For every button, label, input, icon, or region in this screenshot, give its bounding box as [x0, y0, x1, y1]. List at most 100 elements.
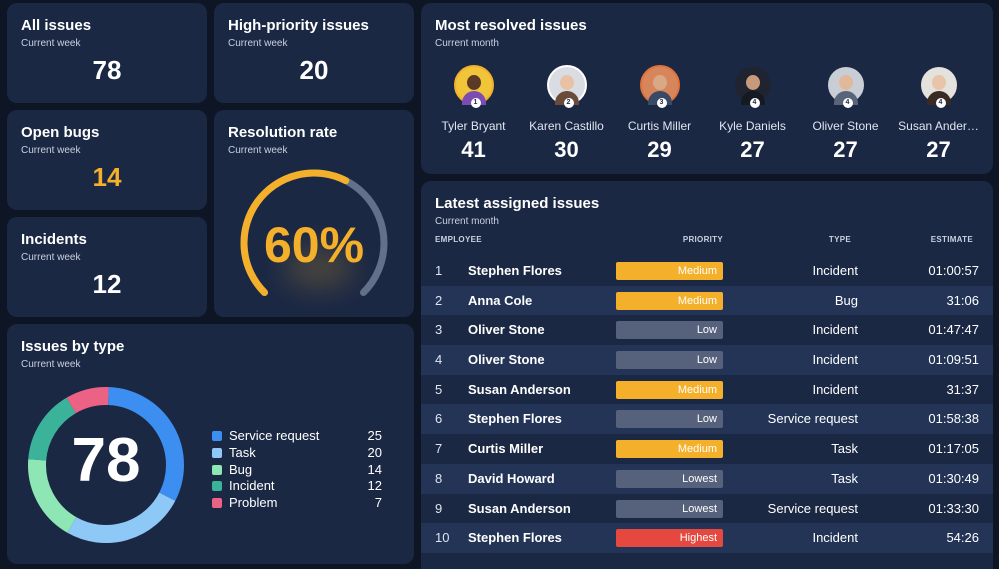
donut-slice-service-request[interactable] [107, 387, 184, 501]
legend-swatch [212, 498, 222, 509]
legend-count: 20 [367, 444, 382, 460]
resolver-name: Oliver Stone [812, 119, 879, 133]
issue-type: Incident [812, 381, 858, 397]
estimate-time: 01:58:38 [928, 411, 979, 427]
priority-badge: Highest [616, 529, 723, 548]
card-subtitle: Current month [435, 216, 499, 227]
column-header-employee[interactable]: EMPLOYEE [435, 235, 482, 244]
estimate-time: 54:26 [946, 530, 979, 546]
resolver-count: 27 [833, 137, 858, 162]
card-subtitle: Current week [228, 38, 288, 49]
avatar: 4 [918, 65, 959, 108]
card-subtitle: Current week [21, 252, 81, 263]
issue-type: Incident [812, 263, 858, 278]
legend-item: Incident 12 [212, 478, 382, 495]
kpi-value: 12 [92, 269, 122, 299]
issue-type: Service request [767, 411, 858, 427]
open-bugs-card: Open bugs Current week 14 [7, 110, 207, 210]
avatar-face [652, 75, 667, 90]
legend-label: Incident [229, 478, 275, 494]
card-subtitle: Current month [435, 38, 499, 49]
donut-slice-problem[interactable] [66, 387, 109, 414]
avatar: 4 [732, 65, 773, 108]
employee-name: Stephen Flores [468, 263, 562, 278]
resolver-count: 27 [926, 137, 951, 162]
priority-badge: Medium [616, 291, 723, 310]
resolver-karen-castillo[interactable]: 2 Karen Castillo 30 [520, 65, 613, 163]
column-header-estimate[interactable]: ESTIMATE [930, 235, 973, 244]
avatar: 4 [825, 65, 866, 108]
priority-badge: Lowest [616, 469, 723, 488]
employee-name: Curtis Miller [468, 441, 544, 457]
estimate-time: 01:47:47 [928, 322, 979, 338]
high-priority-card: High-priority issues Current week 20 [214, 3, 414, 103]
resolver-name: Curtis Miller [627, 119, 692, 133]
legend-label: Task [229, 444, 256, 460]
employee-name: Susan Anderson [468, 500, 571, 516]
legend-swatch [212, 481, 222, 492]
card-subtitle: Current week [21, 38, 81, 49]
issue-type: Task [831, 441, 858, 457]
employee-name: Stephen Flores [468, 411, 562, 427]
estimate-time: 01:00:57 [928, 263, 979, 278]
kpi-value: 14 [92, 162, 122, 192]
resolver-count: 27 [740, 137, 765, 162]
priority-badge: Lowest [616, 499, 723, 518]
resolver-oliver-stone[interactable]: 4 Oliver Stone 27 [799, 65, 892, 163]
legend-swatch [212, 431, 222, 441]
legend-item: Task 20 [212, 445, 382, 462]
resolution-rate-card: Resolution rate Current week 60% [214, 110, 414, 317]
table-row[interactable]: 1 Stephen Flores Medium Incident 01:00:57 [421, 256, 993, 286]
row-number: 5 [435, 381, 443, 397]
card-title: High-priority issues [228, 17, 369, 34]
rank-badge: 4 [935, 98, 946, 108]
kpi-value: 20 [299, 55, 329, 85]
kpi-value: 78 [92, 55, 122, 85]
resolver-name: Tyler Bryant [441, 119, 506, 133]
employee-name: Oliver Stone [468, 322, 545, 338]
donut-slice-task[interactable] [67, 492, 176, 543]
donut-slice-bug[interactable] [28, 459, 77, 533]
avatar-face [745, 75, 760, 90]
estimate-time: 01:30:49 [928, 470, 979, 486]
legend-count: 7 [374, 495, 382, 511]
rank-badge: 2 [563, 98, 574, 108]
row-number: 10 [435, 530, 450, 546]
resolver-count: 29 [647, 137, 672, 162]
table-row[interactable]: 7 Curtis Miller Medium Task 01:17:05 [421, 434, 993, 464]
issues-legend: Service request 25 Task 20 Bug 14 Incide… [212, 428, 382, 512]
table-row[interactable]: 6 Stephen Flores Low Service request 01:58:3… [421, 404, 993, 435]
latest-assigned-card: Latest assigned issues Current month EMP… [421, 181, 993, 569]
card-title: Incidents [21, 231, 87, 248]
column-header-priority[interactable]: PRIORITY [682, 235, 723, 244]
table-row[interactable]: 8 David Howard Lowest Task 01:30:49 [421, 463, 993, 494]
avatar-face [931, 75, 946, 90]
donut-slice-incident[interactable] [28, 397, 77, 461]
column-header-type[interactable]: TYPE [828, 235, 851, 244]
table-row[interactable]: 9 Susan Anderson Lowest Service request 01:3… [421, 494, 993, 524]
row-number: 8 [435, 470, 443, 486]
legend-item: Problem 7 [212, 495, 382, 512]
priority-badge: Medium [616, 440, 723, 459]
table-row[interactable]: 3 Oliver Stone Low Incident 01:47:47 [421, 315, 993, 345]
resolver-curtis-miller[interactable]: 3 Curtis Miller 29 [613, 65, 706, 163]
table-row[interactable]: 5 Susan Anderson Medium Incident 31:37 [421, 375, 993, 405]
rank-badge: 1 [470, 98, 481, 108]
resolver-tyler-bryant[interactable]: 1 Tyler Bryant 41 [427, 65, 520, 163]
most-resolved-card: Most resolved issues Current month 1 Tyl… [421, 3, 993, 174]
issue-type: Incident [812, 530, 858, 546]
legend-count: 25 [367, 428, 382, 443]
issue-type: Service request [767, 500, 858, 516]
table-row[interactable]: 2 Anna Cole Medium Bug 31:06 [421, 285, 993, 316]
issue-type: Incident [812, 352, 858, 368]
legend-item: Service request 25 [212, 428, 382, 445]
issue-type: Task [831, 470, 858, 486]
priority-badge: Low [616, 410, 723, 429]
row-number: 7 [435, 441, 443, 457]
resolver-susan-anderson[interactable]: 4 Susan Ander… 27 [892, 65, 985, 163]
resolver-kyle-daniels[interactable]: 4 Kyle Daniels 27 [706, 65, 799, 163]
avatar: 2 [546, 65, 587, 108]
resolver-name: Kyle Daniels [719, 119, 786, 133]
table-row[interactable]: 4 Oliver Stone Low Incident 01:09:51 [421, 345, 993, 375]
table-row[interactable]: 10 Stephen Flores Highest Incident 54:26 [421, 523, 993, 553]
